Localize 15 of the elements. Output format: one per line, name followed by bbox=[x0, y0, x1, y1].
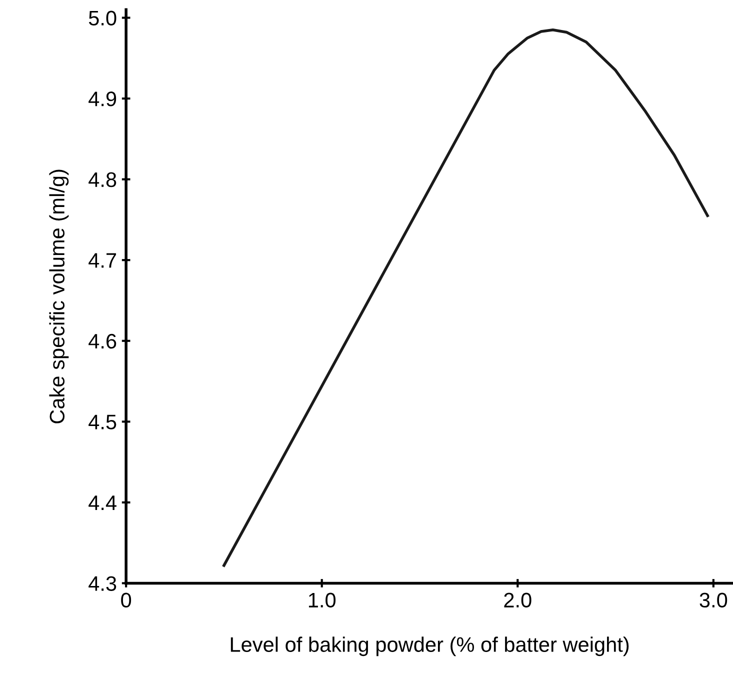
x-tick-label: 1.0 bbox=[308, 592, 336, 608]
y-tick-label: 4.4 bbox=[88, 496, 116, 510]
y-axis-title: Cake specific volume (ml/g) bbox=[49, 170, 69, 424]
x-tick-label: 3.0 bbox=[700, 592, 728, 608]
y-tick-label: 4.6 bbox=[88, 334, 116, 349]
y-tick-label: 4.3 bbox=[88, 576, 116, 591]
line-series bbox=[222, 28, 709, 567]
x-tick-label: 2.0 bbox=[504, 592, 532, 608]
y-tick-label: 4.8 bbox=[88, 172, 116, 188]
y-tick-label: 4.7 bbox=[88, 253, 116, 268]
x-tick-label: 0 bbox=[121, 592, 132, 608]
y-tick-label: 4.5 bbox=[88, 414, 116, 430]
x-axis-title: Level of baking powder (% of batter weight) bbox=[230, 636, 629, 656]
y-tick-label: 4.9 bbox=[88, 92, 116, 106]
y-tick-label: 5.0 bbox=[88, 10, 116, 26]
